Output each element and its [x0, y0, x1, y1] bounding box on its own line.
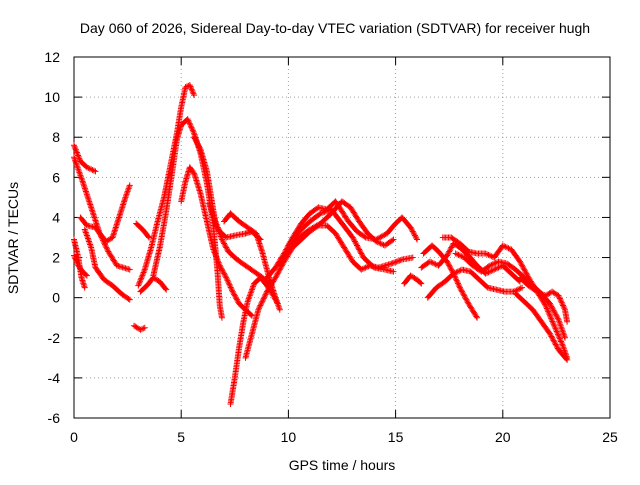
- x-tick-label: 5: [177, 429, 185, 445]
- series-marks: [131, 322, 148, 333]
- series-marks: [276, 198, 397, 269]
- series-marks: [71, 142, 99, 175]
- series-sat-t: [285, 206, 397, 275]
- series-marks: [133, 220, 153, 241]
- y-tick-label: 10: [44, 89, 60, 105]
- series-sat-aa: [516, 274, 571, 325]
- series-marks: [71, 252, 90, 279]
- y-tick-label: 6: [52, 169, 60, 185]
- y-tick-label: -4: [48, 370, 61, 386]
- series-sat-ab: [512, 290, 571, 363]
- series-sat-s: [276, 198, 397, 269]
- series-sat-m: [191, 134, 264, 243]
- series-sat-f: [81, 226, 133, 303]
- series-marks: [285, 206, 397, 275]
- series-sat-w: [418, 240, 523, 285]
- series-marks: [418, 240, 523, 285]
- series-marks: [81, 226, 133, 303]
- data-layer: [71, 82, 571, 407]
- series-sat-x: [424, 266, 526, 301]
- grid-layer: [74, 57, 610, 418]
- series-marks: [191, 134, 264, 243]
- y-tick-label: 8: [52, 129, 60, 145]
- series-marks: [77, 182, 133, 245]
- series-marks: [516, 274, 571, 325]
- series-sat-z: [452, 250, 568, 341]
- x-tick-label: 25: [602, 429, 618, 445]
- x-tick-label: 0: [70, 429, 78, 445]
- series-marks: [452, 250, 568, 341]
- series-marks: [424, 266, 526, 301]
- chart-title: Day 060 of 2026, Sidereal Day-to-day VTE…: [80, 20, 590, 36]
- y-tick-label: -6: [48, 410, 61, 426]
- series-marks: [137, 274, 170, 295]
- y-tick-label: 12: [44, 49, 60, 65]
- series-sat-g: [131, 322, 148, 333]
- series-marks: [401, 272, 425, 287]
- x-tick-label: 10: [281, 429, 297, 445]
- x-axis-label: GPS time / hours: [289, 457, 396, 473]
- y-tick-label: 0: [52, 290, 60, 306]
- y-tick-label: 4: [52, 209, 60, 225]
- series-sat-u: [401, 272, 425, 287]
- y-axis-label: SDTVAR / TECUs: [5, 182, 21, 294]
- series-sat-d: [71, 252, 90, 279]
- y-tick-label: -2: [48, 330, 61, 346]
- series-sat-h: [133, 220, 153, 241]
- series-sat-e: [77, 182, 133, 245]
- x-tick-label: 20: [495, 429, 511, 445]
- series-marks: [512, 290, 571, 363]
- tick-layer: 0 5 10 15 20 25 -6 -4 -2 0 2 4 6 8 10 12: [44, 49, 618, 445]
- x-tick-label: 15: [388, 429, 404, 445]
- series-sat-a: [71, 142, 99, 175]
- series-marks: [178, 164, 255, 319]
- y-tick-label: 2: [52, 250, 60, 266]
- series-sat-l: [178, 164, 255, 319]
- series-sat-j: [137, 274, 170, 295]
